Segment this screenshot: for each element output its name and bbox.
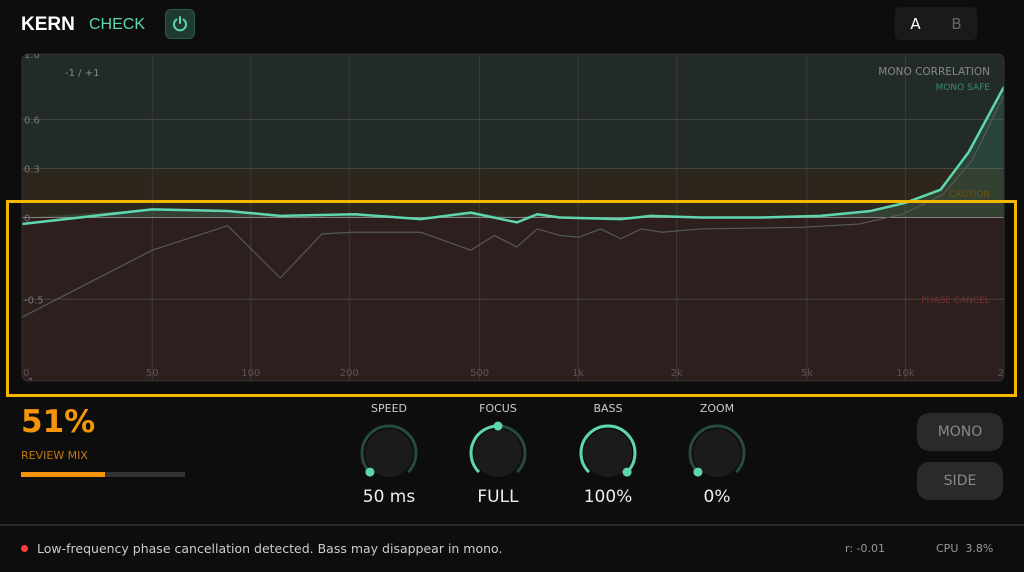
knob-label-speed: SPEED — [371, 402, 407, 415]
x-tick-label: 2k — [671, 368, 683, 379]
review-mix-value: 51% — [21, 404, 96, 440]
zone-mono-safe — [22, 54, 1004, 169]
x-tick-label: 200 — [340, 368, 359, 379]
ab-button-b[interactable]: B — [951, 14, 962, 33]
knob-zoom[interactable] — [682, 418, 752, 488]
status-message: Low-frequency phase cancellation detecte… — [37, 541, 503, 556]
knob-value-bass: 100% — [583, 487, 633, 507]
review-mix-label: REVIEW MIX — [21, 449, 88, 462]
zone-label: CAUTION — [949, 190, 990, 200]
product-name: CHECK — [89, 16, 146, 33]
plot-frame — [21, 53, 1005, 382]
corner-label: -1 / +1 — [65, 68, 99, 79]
cpu-readout: CPU 3.8% — [936, 542, 994, 555]
x-tick-label: 5k — [801, 368, 813, 379]
chart-title: MONO CORRELATION — [878, 66, 990, 78]
correlation-readout: r: -0.01 — [845, 542, 885, 555]
knob-level-arc — [579, 424, 637, 474]
x-tick-label: 100 — [241, 368, 260, 379]
correlation-chart: 1.00.60.30-0.5-10 50 100 200 500 1k 2k 5k 10k 20-… — [21, 50, 1011, 388]
y-tick-label: 0.3 — [24, 164, 40, 175]
y-tick-label: 1.0 — [24, 50, 40, 61]
zone-label: PHASE CANCEL — [921, 296, 990, 306]
knob-handle[interactable] — [365, 467, 375, 477]
ab-button-a[interactable]: A — [910, 14, 921, 33]
power-icon — [173, 16, 187, 32]
y-tick-label: 0.6 — [24, 115, 40, 126]
ab-switch: A B — [895, 7, 977, 40]
knob-value-speed: 50 ms — [362, 487, 416, 507]
knob-speed[interactable] — [354, 418, 424, 488]
x-tick-label: 1k — [572, 368, 584, 379]
knob-value-zoom: 0% — [703, 487, 731, 507]
side-button[interactable]: SIDE — [917, 462, 1003, 500]
review-mix-bar — [21, 472, 185, 477]
knob-level-arc — [469, 424, 499, 474]
x-tick-label: 50 — [146, 368, 159, 379]
series-line-1 — [22, 94, 1004, 318]
mono-button[interactable]: MONO — [917, 413, 1003, 451]
y-tick-label: -1 — [24, 377, 34, 388]
series-line-0 — [22, 86, 1004, 226]
knob-label-zoom: ZOOM — [699, 402, 735, 415]
brand-name: KERN — [21, 14, 75, 35]
knob-label-bass: BASS — [593, 402, 623, 415]
review-mix-fill — [21, 472, 105, 477]
knob-handle[interactable] — [493, 421, 503, 431]
knob-bass[interactable] — [573, 418, 643, 488]
power-button[interactable] — [165, 9, 195, 39]
status-bar: Low-frequency phase cancellation detecte… — [0, 524, 1024, 572]
knob-value-focus: FULL — [477, 487, 519, 507]
x-tick-label: 20 — [998, 368, 1011, 379]
knob-label-focus: FOCUS — [479, 402, 517, 415]
series-fill — [22, 86, 1004, 218]
y-tick-label: 0 — [24, 214, 30, 225]
y-tick-label: -0.5 — [24, 295, 44, 306]
knob-focus[interactable] — [463, 418, 533, 488]
knob-handle[interactable] — [693, 467, 703, 477]
zone-label: MONO SAFE — [936, 83, 991, 93]
x-tick-label: 0 — [23, 368, 29, 379]
knob-handle[interactable] — [622, 467, 632, 477]
warning-indicator-icon — [21, 545, 28, 552]
x-tick-label: 10k — [896, 368, 915, 379]
x-tick-label: 500 — [470, 368, 489, 379]
